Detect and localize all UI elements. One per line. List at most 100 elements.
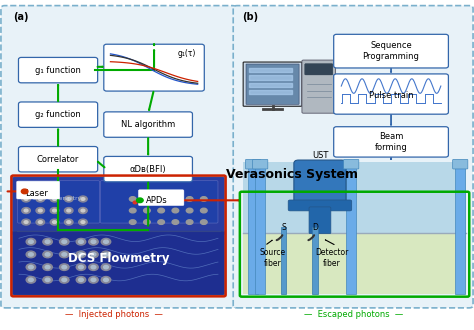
Bar xyxy=(346,162,356,294)
Circle shape xyxy=(81,221,85,223)
Circle shape xyxy=(24,209,28,212)
Circle shape xyxy=(43,251,52,258)
FancyBboxPatch shape xyxy=(17,181,60,199)
Circle shape xyxy=(172,220,179,224)
Text: g₂ function: g₂ function xyxy=(35,110,81,119)
Circle shape xyxy=(45,253,50,256)
FancyBboxPatch shape xyxy=(246,159,261,169)
Circle shape xyxy=(60,251,69,258)
Circle shape xyxy=(144,220,150,224)
Bar xyxy=(255,162,265,294)
Circle shape xyxy=(43,264,52,271)
Circle shape xyxy=(26,238,36,245)
Text: g₁(τ): g₁(τ) xyxy=(178,49,196,58)
Circle shape xyxy=(28,278,33,281)
Text: UST: UST xyxy=(312,150,328,160)
Circle shape xyxy=(38,198,42,200)
FancyBboxPatch shape xyxy=(104,112,192,137)
Text: —  Escaped photons  —: — Escaped photons — xyxy=(303,310,403,319)
Circle shape xyxy=(53,198,56,200)
FancyBboxPatch shape xyxy=(18,181,100,223)
Circle shape xyxy=(91,253,96,256)
Bar xyxy=(243,162,466,294)
Circle shape xyxy=(91,240,96,244)
Circle shape xyxy=(36,219,45,225)
Circle shape xyxy=(79,278,83,281)
Text: DCS Flowmetry: DCS Flowmetry xyxy=(33,196,81,201)
Text: (a): (a) xyxy=(13,12,29,22)
Circle shape xyxy=(101,238,111,245)
Circle shape xyxy=(67,221,71,223)
Circle shape xyxy=(45,240,50,244)
Text: DCS Flowmetry: DCS Flowmetry xyxy=(68,251,169,265)
FancyBboxPatch shape xyxy=(243,62,302,106)
Circle shape xyxy=(91,265,96,269)
Circle shape xyxy=(79,240,83,244)
Circle shape xyxy=(22,219,30,225)
FancyBboxPatch shape xyxy=(246,64,299,104)
Circle shape xyxy=(158,208,164,213)
Circle shape xyxy=(101,277,111,283)
Circle shape xyxy=(129,197,136,201)
Text: Beam
forming: Beam forming xyxy=(374,132,408,151)
Circle shape xyxy=(79,253,83,256)
Circle shape xyxy=(89,238,98,245)
Circle shape xyxy=(133,201,137,204)
Circle shape xyxy=(67,198,71,200)
Circle shape xyxy=(50,196,59,202)
Text: Correlator: Correlator xyxy=(37,155,79,164)
Circle shape xyxy=(64,196,73,202)
Circle shape xyxy=(101,251,111,258)
Circle shape xyxy=(53,221,56,223)
Circle shape xyxy=(201,208,207,213)
Circle shape xyxy=(89,277,98,283)
Circle shape xyxy=(89,251,98,258)
Circle shape xyxy=(104,240,109,244)
FancyBboxPatch shape xyxy=(309,207,331,234)
Text: Sequence
Programming: Sequence Programming xyxy=(363,42,419,61)
Circle shape xyxy=(91,278,96,281)
FancyBboxPatch shape xyxy=(12,177,225,235)
Circle shape xyxy=(43,238,52,245)
FancyBboxPatch shape xyxy=(305,64,333,75)
FancyBboxPatch shape xyxy=(1,6,236,308)
Text: Verasonics System: Verasonics System xyxy=(226,168,357,182)
Circle shape xyxy=(176,201,180,204)
Bar xyxy=(312,227,318,294)
FancyBboxPatch shape xyxy=(302,60,336,113)
Circle shape xyxy=(50,208,59,214)
Circle shape xyxy=(24,198,28,200)
Circle shape xyxy=(186,220,193,224)
Circle shape xyxy=(79,208,87,214)
Circle shape xyxy=(186,208,193,213)
Bar xyxy=(455,162,465,294)
Bar xyxy=(281,227,286,294)
Circle shape xyxy=(50,219,59,225)
Circle shape xyxy=(53,209,56,212)
Circle shape xyxy=(81,198,85,200)
Circle shape xyxy=(22,208,30,214)
Circle shape xyxy=(76,277,86,283)
Circle shape xyxy=(26,277,36,283)
Circle shape xyxy=(158,220,164,224)
Circle shape xyxy=(162,201,165,204)
Text: Detector
fiber: Detector fiber xyxy=(315,248,348,268)
FancyBboxPatch shape xyxy=(294,160,346,210)
Circle shape xyxy=(104,278,109,281)
Circle shape xyxy=(28,253,33,256)
Circle shape xyxy=(36,196,45,202)
Text: g₁ function: g₁ function xyxy=(35,66,81,75)
Circle shape xyxy=(172,208,179,213)
Circle shape xyxy=(36,208,45,214)
FancyBboxPatch shape xyxy=(18,147,98,172)
FancyBboxPatch shape xyxy=(334,74,448,114)
Circle shape xyxy=(76,264,86,271)
Circle shape xyxy=(104,265,109,269)
FancyBboxPatch shape xyxy=(104,156,192,182)
Bar xyxy=(243,233,466,294)
FancyBboxPatch shape xyxy=(104,44,204,91)
Text: —  Injected photons  —: — Injected photons — xyxy=(65,310,163,319)
Text: Pulse train: Pulse train xyxy=(369,91,413,100)
Circle shape xyxy=(24,221,28,223)
Circle shape xyxy=(89,264,98,271)
